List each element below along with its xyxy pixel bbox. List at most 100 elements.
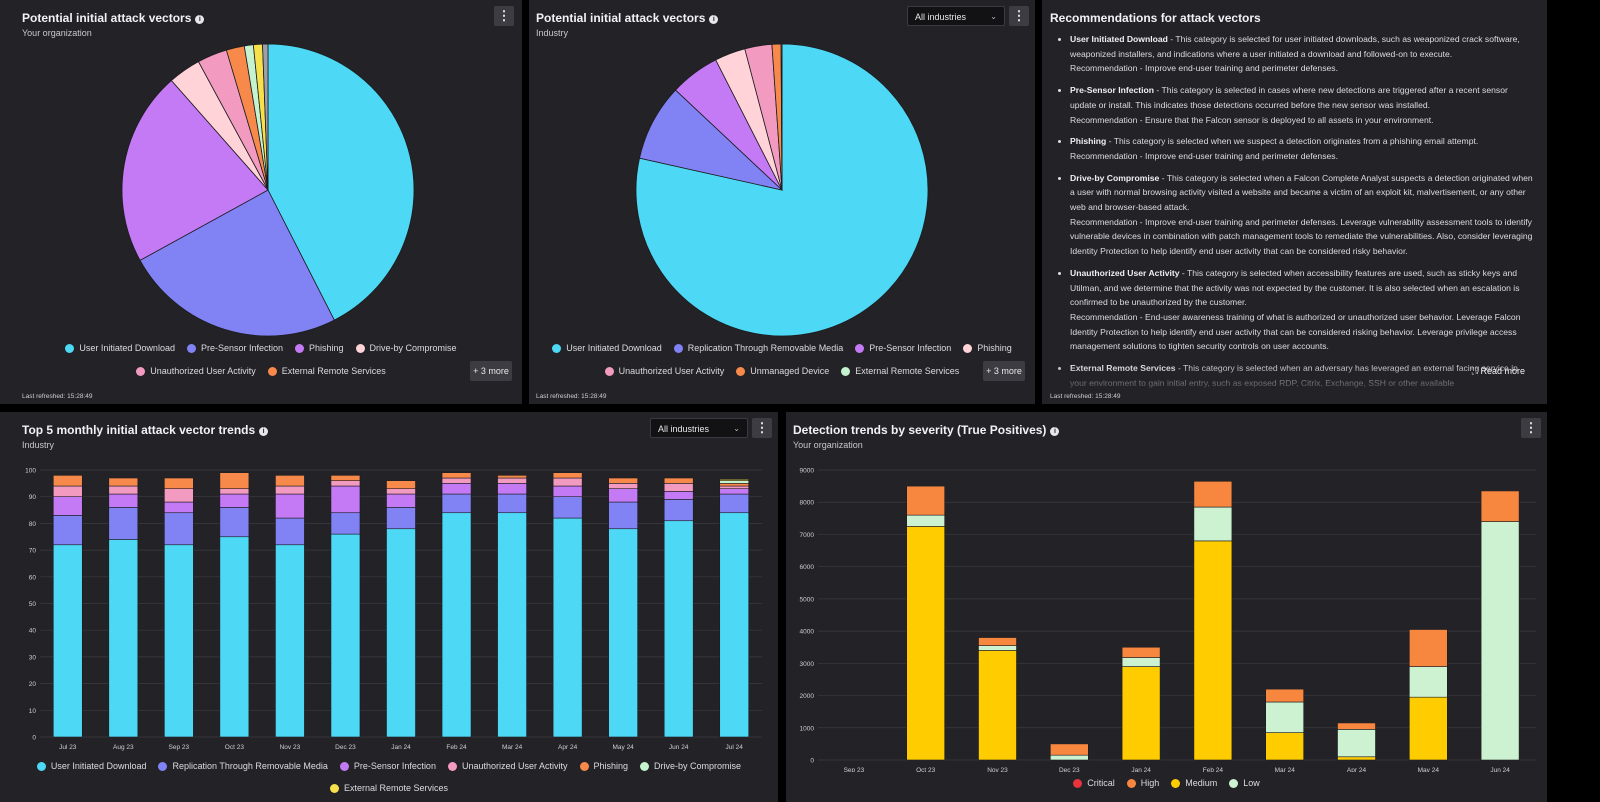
legend-item[interactable]: Pre-Sensor Infection — [339, 755, 436, 777]
bar-segment[interactable] — [441, 477, 472, 484]
bar-segment[interactable] — [386, 493, 416, 508]
bar-segment[interactable] — [1265, 732, 1305, 761]
bar-segment[interactable] — [219, 536, 250, 738]
bar-segment[interactable] — [906, 485, 945, 516]
bar-segment[interactable] — [1121, 646, 1161, 658]
bar-segment[interactable] — [330, 512, 361, 535]
legend-item[interactable]: Low — [1229, 778, 1260, 788]
bar-segment[interactable] — [497, 477, 527, 484]
bar-segment[interactable] — [1265, 688, 1305, 703]
legend-item[interactable]: User Initiated Download — [36, 755, 146, 777]
bar-segment[interactable] — [1193, 480, 1233, 508]
more-options-button[interactable]: ⋮ — [1009, 6, 1029, 26]
bar-segment[interactable] — [1337, 729, 1376, 758]
bar-segment[interactable] — [1408, 629, 1448, 667]
bar-segment[interactable] — [108, 493, 139, 508]
bar-segment[interactable] — [164, 544, 194, 738]
bar-segment[interactable] — [906, 526, 945, 761]
info-icon[interactable]: i — [709, 15, 719, 24]
bar-segment[interactable] — [108, 477, 139, 487]
bar-segment[interactable] — [497, 483, 527, 495]
bar-segment[interactable] — [1337, 756, 1376, 761]
bar-segment[interactable] — [164, 512, 194, 546]
legend-item[interactable]: High — [1126, 778, 1159, 788]
bar-segment[interactable] — [219, 488, 250, 495]
read-more-button[interactable]: ⛶ Read more — [1471, 366, 1525, 376]
bar-segment[interactable] — [497, 475, 527, 479]
pie-slice[interactable] — [121, 79, 269, 261]
bar-segment[interactable] — [1049, 754, 1089, 761]
bar-segment[interactable] — [719, 479, 750, 481]
legend-item[interactable]: Unauthorized User Activity — [604, 366, 724, 376]
bar-segment[interactable] — [52, 475, 83, 487]
bar-segment[interactable] — [164, 477, 194, 489]
bar-segment[interactable] — [552, 485, 583, 497]
bar-segment[interactable] — [1049, 743, 1089, 756]
bar-segment[interactable] — [219, 493, 250, 508]
industry-filter-select[interactable]: All industries ⌄ — [650, 418, 748, 438]
pie-slice[interactable] — [267, 43, 415, 321]
bar-segment[interactable] — [719, 485, 750, 489]
bar-segment[interactable] — [441, 512, 472, 738]
bar-segment[interactable] — [497, 512, 527, 738]
legend-item[interactable]: Pre-Sensor Infection — [186, 343, 283, 353]
bar-segment[interactable] — [386, 507, 416, 530]
bar-segment[interactable] — [663, 477, 694, 484]
bar-segment[interactable] — [108, 485, 139, 495]
bar-segment[interactable] — [275, 475, 305, 487]
bar-segment[interactable] — [441, 493, 472, 514]
show-more-button[interactable]: + 3 more — [470, 361, 512, 381]
bar-segment[interactable] — [1480, 490, 1520, 522]
bar-segment[interactable] — [978, 637, 1017, 646]
bar-segment[interactable] — [552, 472, 583, 479]
bar-segment[interactable] — [608, 477, 638, 484]
bar-segment[interactable] — [1193, 506, 1233, 542]
bar-segment[interactable] — [386, 528, 416, 738]
bar-segment[interactable] — [663, 499, 694, 522]
bar-segment[interactable] — [52, 544, 83, 738]
bar-segment[interactable] — [330, 475, 361, 481]
bar-segment[interactable] — [386, 488, 416, 495]
legend-item[interactable]: User Initiated Download — [65, 343, 175, 353]
legend-item[interactable]: Unauthorized User Activity — [136, 366, 256, 376]
bar-segment[interactable] — [1121, 666, 1161, 761]
bar-segment[interactable] — [978, 650, 1017, 761]
industry-filter-select[interactable]: All industries ⌄ — [907, 6, 1005, 26]
bar-segment[interactable] — [275, 493, 305, 519]
bar-segment[interactable] — [330, 533, 361, 738]
bar-segment[interactable] — [386, 480, 416, 489]
bar-segment[interactable] — [663, 483, 694, 492]
legend-item[interactable]: User Initiated Download — [552, 343, 662, 353]
bar-segment[interactable] — [663, 520, 694, 738]
info-icon[interactable]: i — [259, 427, 269, 436]
bar-segment[interactable] — [719, 480, 750, 484]
bar-segment[interactable] — [552, 477, 583, 487]
legend-item[interactable]: Phishing — [295, 343, 344, 353]
bar-segment[interactable] — [108, 507, 139, 540]
bar-segment[interactable] — [719, 483, 750, 487]
pie-slice[interactable] — [139, 189, 335, 337]
bar-segment[interactable] — [552, 496, 583, 519]
legend-item[interactable]: Phishing — [963, 343, 1012, 353]
bar-segment[interactable] — [441, 472, 472, 479]
legend-item[interactable]: Pre-Sensor Infection — [855, 343, 951, 353]
pie-slice[interactable] — [262, 43, 269, 191]
legend-item[interactable]: Drive-by Compromise — [355, 343, 457, 353]
bar-segment[interactable] — [52, 515, 83, 546]
bar-segment[interactable] — [164, 488, 194, 503]
bar-segment[interactable] — [275, 544, 305, 738]
legend-item[interactable]: Unauthorized User Activity — [447, 755, 568, 777]
bar-segment[interactable] — [441, 483, 472, 495]
pie-slice[interactable] — [780, 43, 783, 191]
bar-segment[interactable] — [608, 483, 638, 489]
bar-segment[interactable] — [330, 485, 361, 514]
legend-item[interactable]: Replication Through Removable Media — [158, 755, 328, 777]
bar-segment[interactable] — [219, 507, 250, 538]
bar-segment[interactable] — [497, 493, 527, 514]
bar-segment[interactable] — [330, 480, 361, 487]
bar-segment[interactable] — [52, 496, 83, 516]
bar-segment[interactable] — [1265, 701, 1305, 733]
info-icon[interactable]: i — [1050, 427, 1060, 436]
bar-segment[interactable] — [1337, 722, 1376, 730]
bar-segment[interactable] — [608, 528, 638, 738]
